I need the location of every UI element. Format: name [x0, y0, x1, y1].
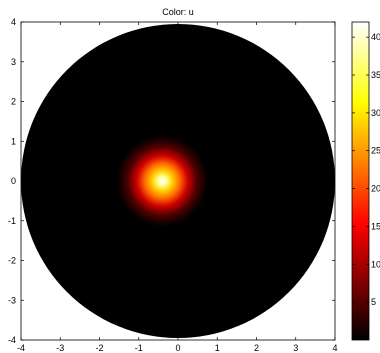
y-tick-label: -2: [8, 256, 16, 266]
colorbar-tick-label: 40: [371, 32, 380, 42]
x-tick-label: 1: [215, 343, 220, 353]
colorbar-ticks: 5 10 15 20 25 30 35 40: [352, 32, 380, 307]
x-tick-label: -3: [56, 343, 64, 353]
y-tick-label: 4: [11, 17, 16, 27]
colorbar: [351, 21, 370, 341]
x-tick-label: -1: [135, 343, 143, 353]
x-axis-ticks: -4 -3 -2 -1 0 1 2 3 4: [17, 22, 338, 353]
x-tick-label: 4: [332, 343, 337, 353]
colorbar-tick-label: 10: [371, 259, 380, 269]
y-tick-label: 2: [11, 97, 16, 107]
y-tick-label: 0: [11, 176, 16, 186]
colorbar-tick-label: 15: [371, 221, 380, 231]
y-axis-ticks: 4 3 2 1 0 -1 -2 -3 -4: [8, 17, 335, 345]
colorbar-tick-label: 5: [371, 297, 376, 307]
hot-spot: [116, 135, 209, 227]
y-tick-label: -1: [8, 216, 16, 226]
x-tick-label: 0: [175, 343, 180, 353]
y-tick-label: 1: [11, 136, 16, 146]
x-tick-label: -4: [17, 343, 25, 353]
x-tick-label: 2: [254, 343, 259, 353]
chart-title: Color: u: [162, 7, 194, 17]
x-tick-label: -2: [95, 343, 103, 353]
y-tick-label: 3: [11, 57, 16, 67]
colorbar-tick-label: 25: [371, 146, 380, 156]
y-tick-label: -4: [8, 335, 16, 345]
colorbar-tick-label: 30: [371, 108, 380, 118]
x-tick-label: 3: [293, 343, 298, 353]
colorbar-tick-label: 20: [371, 184, 380, 194]
y-tick-label: -3: [8, 295, 16, 305]
colorbar-tick-label: 35: [371, 70, 380, 80]
